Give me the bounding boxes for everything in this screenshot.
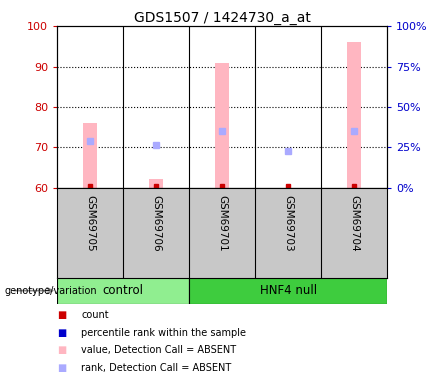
Text: control: control xyxy=(103,284,144,297)
Text: GSM69704: GSM69704 xyxy=(349,195,359,251)
Text: ■: ■ xyxy=(57,310,66,320)
Text: GSM69703: GSM69703 xyxy=(283,195,293,251)
Bar xyxy=(149,180,164,188)
Text: ■: ■ xyxy=(57,345,66,355)
Text: count: count xyxy=(81,310,109,320)
Text: genotype/variation: genotype/variation xyxy=(4,286,97,296)
Text: ■: ■ xyxy=(57,328,66,338)
Text: rank, Detection Call = ABSENT: rank, Detection Call = ABSENT xyxy=(81,363,231,373)
Text: HNF4 null: HNF4 null xyxy=(260,284,317,297)
Bar xyxy=(347,42,362,188)
Text: GSM69706: GSM69706 xyxy=(151,195,161,251)
Title: GDS1507 / 1424730_a_at: GDS1507 / 1424730_a_at xyxy=(134,11,311,25)
Text: value, Detection Call = ABSENT: value, Detection Call = ABSENT xyxy=(81,345,237,355)
Text: GSM69701: GSM69701 xyxy=(217,195,227,251)
Text: percentile rank within the sample: percentile rank within the sample xyxy=(81,328,246,338)
Bar xyxy=(215,63,230,188)
Text: GSM69705: GSM69705 xyxy=(85,195,95,251)
Bar xyxy=(57,278,189,304)
Bar xyxy=(83,123,98,188)
Text: ■: ■ xyxy=(57,363,66,373)
Bar xyxy=(189,278,387,304)
